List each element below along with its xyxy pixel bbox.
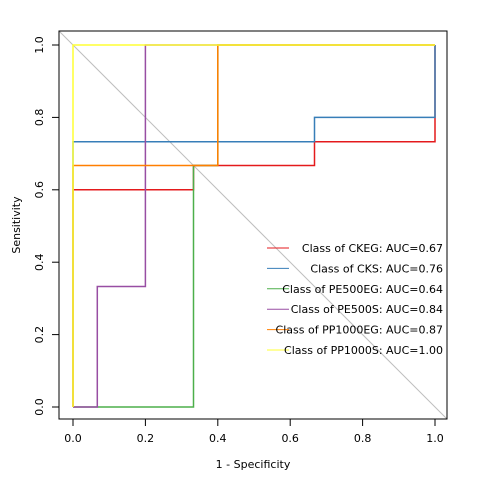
x-tick-label: 0.2: [137, 432, 155, 445]
legend-label-1: Class of CKS: AUC=0.76: [310, 262, 443, 275]
roc-curve-0: [72, 45, 436, 407]
x-tick-label: 1.0: [426, 432, 444, 445]
roc-curve-5: [72, 44, 435, 407]
x-tick-label: 0.8: [354, 432, 372, 445]
y-tick-label: 1.0: [33, 36, 46, 54]
diagonal-reference-line: [58, 30, 448, 420]
y-axis: 0.0 0.2 0.4 0.6 0.8 1.0: [33, 36, 60, 416]
legend-label-0: Class of CKEG: AUC=0.67: [302, 242, 443, 255]
x-tick-label: 0.0: [64, 432, 82, 445]
y-axis-title: Sensitivity: [10, 196, 23, 254]
x-tick-label: 0.6: [281, 432, 299, 445]
y-tick-label: 0.4: [33, 253, 46, 271]
legend-label-5: Class of PP1000S: AUC=1.00: [284, 344, 443, 357]
x-axis: 0.0 0.2 0.4 0.6 0.8 1.0: [64, 418, 444, 445]
y-tick-label: 0.2: [33, 326, 46, 344]
legend-label-3: Class of PE500S: AUC=0.84: [291, 303, 443, 316]
legend: Class of CKEG: AUC=0.67 Class of CKS: AUC…: [267, 242, 443, 357]
series-layer: [72, 44, 436, 408]
y-tick-label: 0.0: [33, 398, 46, 416]
x-axis-title: 1 - Specificity: [216, 458, 291, 471]
legend-label-4: Class of PP1000EG: AUC=0.87: [276, 324, 443, 337]
y-tick-label: 0.8: [33, 109, 46, 127]
legend-label-2: Class of PE500EG: AUC=0.64: [282, 283, 443, 296]
y-tick-label: 0.6: [33, 181, 46, 199]
x-tick-label: 0.4: [209, 432, 227, 445]
